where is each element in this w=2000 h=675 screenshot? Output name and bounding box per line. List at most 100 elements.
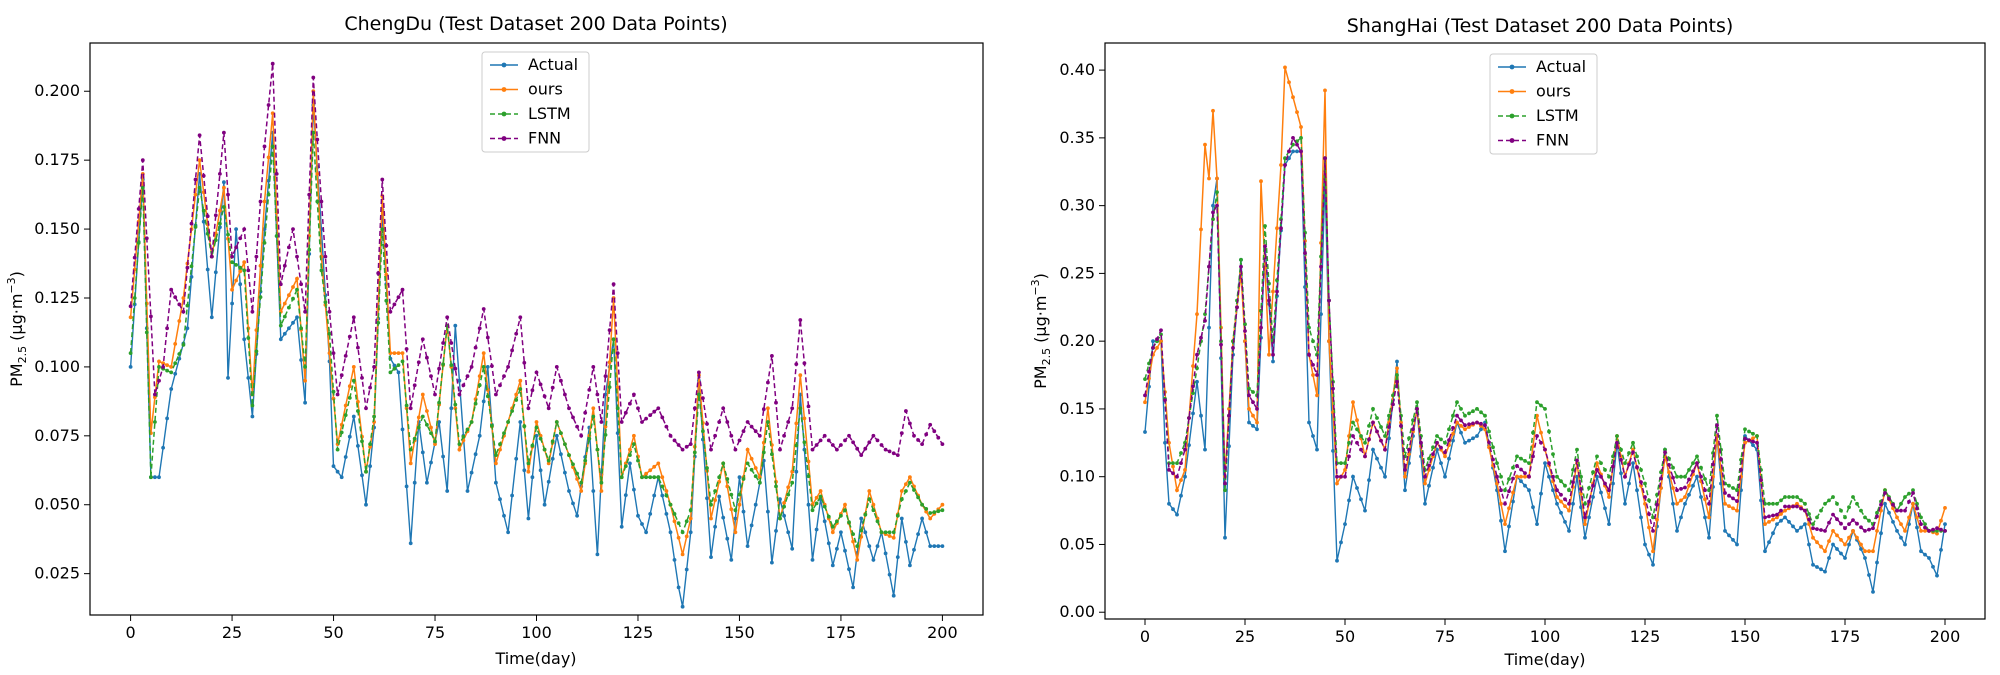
data-point: [1443, 474, 1447, 479]
data-point: [920, 502, 924, 507]
data-point: [1915, 525, 1919, 530]
data-point: [169, 370, 174, 375]
data-point: [806, 459, 811, 464]
data-point: [169, 387, 174, 391]
data-point: [928, 422, 933, 427]
data-point: [1755, 434, 1759, 438]
data-point: [1383, 474, 1387, 479]
data-point: [741, 429, 746, 434]
data-point: [1351, 434, 1355, 438]
data-point: [1831, 512, 1835, 517]
data-point: [636, 513, 640, 518]
data-point: [721, 406, 726, 411]
data-point: [351, 365, 356, 369]
data-point: [587, 388, 592, 392]
data-point: [1475, 420, 1479, 425]
data-point: [1675, 488, 1679, 493]
legend-label: FNN: [528, 129, 561, 148]
data-point: [197, 185, 202, 190]
data-point: [1315, 447, 1319, 452]
data-point: [1167, 468, 1171, 472]
data-point: [1771, 531, 1775, 536]
data-point: [335, 469, 340, 474]
data-point: [1507, 477, 1511, 481]
data-point: [1707, 535, 1711, 540]
data-point: [1779, 518, 1783, 523]
data-point: [741, 509, 746, 514]
data-point: [851, 440, 855, 445]
data-point: [1295, 110, 1299, 114]
data-point: [1671, 501, 1675, 506]
data-point: [1363, 454, 1367, 459]
data-point: [331, 464, 336, 468]
data-point: [526, 516, 531, 521]
data-point: [1403, 474, 1407, 479]
chart-title: ChengDu (Test Dataset 200 Data Points): [344, 13, 727, 35]
data-point: [619, 524, 624, 529]
legend-label: Actual: [1536, 57, 1586, 76]
data-point: [278, 337, 283, 342]
data-point: [1507, 524, 1511, 529]
legend-item-actual: Actual: [490, 55, 578, 74]
data-point: [1439, 437, 1443, 442]
data-point: [1619, 471, 1623, 476]
data-point: [575, 513, 579, 518]
data-point: [782, 501, 786, 505]
series-lstm: [128, 130, 945, 549]
data-point: [465, 427, 470, 432]
data-point: [774, 529, 778, 533]
data-point: [830, 524, 835, 529]
data-point: [157, 378, 161, 383]
data-point: [1851, 529, 1855, 533]
legend-label: FNN: [1536, 131, 1569, 150]
data-point: [1255, 407, 1259, 411]
data-point: [368, 442, 372, 446]
data-point: [603, 433, 608, 437]
data-point: [1247, 393, 1251, 398]
data-point: [1479, 410, 1483, 415]
data-point: [550, 385, 555, 390]
data-point: [676, 585, 681, 590]
data-point: [1215, 203, 1219, 208]
data-point: [1623, 474, 1627, 479]
data-point: [867, 489, 872, 493]
data-point: [1583, 522, 1587, 526]
data-point: [1311, 434, 1315, 438]
data-point: [1823, 569, 1827, 574]
data-point: [453, 402, 458, 407]
data-point: [258, 295, 263, 299]
data-point: [209, 315, 214, 320]
data-point: [364, 469, 368, 474]
data-point: [664, 512, 669, 516]
data-point: [469, 470, 474, 475]
data-point: [437, 420, 441, 424]
data-point: [1767, 520, 1771, 524]
data-point: [1903, 529, 1907, 533]
data-point: [502, 431, 506, 435]
data-point: [1707, 501, 1711, 506]
data-point: [1679, 515, 1683, 520]
data-point: [1695, 474, 1699, 479]
data-point: [806, 404, 811, 409]
data-point: [128, 304, 133, 309]
data-point: [1575, 458, 1579, 463]
data-point: [936, 435, 941, 440]
data-point: [1455, 413, 1459, 418]
x-tick-label: 125: [623, 623, 654, 642]
data-point: [688, 508, 693, 513]
data-point: [916, 532, 920, 536]
data-point: [1567, 508, 1571, 513]
x-tick-label: 200: [927, 623, 958, 642]
data-point: [1439, 461, 1443, 465]
data-point: [1643, 542, 1647, 547]
data-point: [1159, 339, 1163, 344]
y-tick-label: 0.025: [34, 564, 80, 583]
legend-marker: [1509, 138, 1515, 143]
data-point: [672, 519, 677, 524]
data-point: [1379, 425, 1383, 429]
data-point: [632, 487, 636, 492]
data-point: [766, 509, 770, 514]
data-point: [1223, 488, 1227, 493]
data-point: [924, 530, 929, 535]
data-point: [1319, 264, 1323, 269]
